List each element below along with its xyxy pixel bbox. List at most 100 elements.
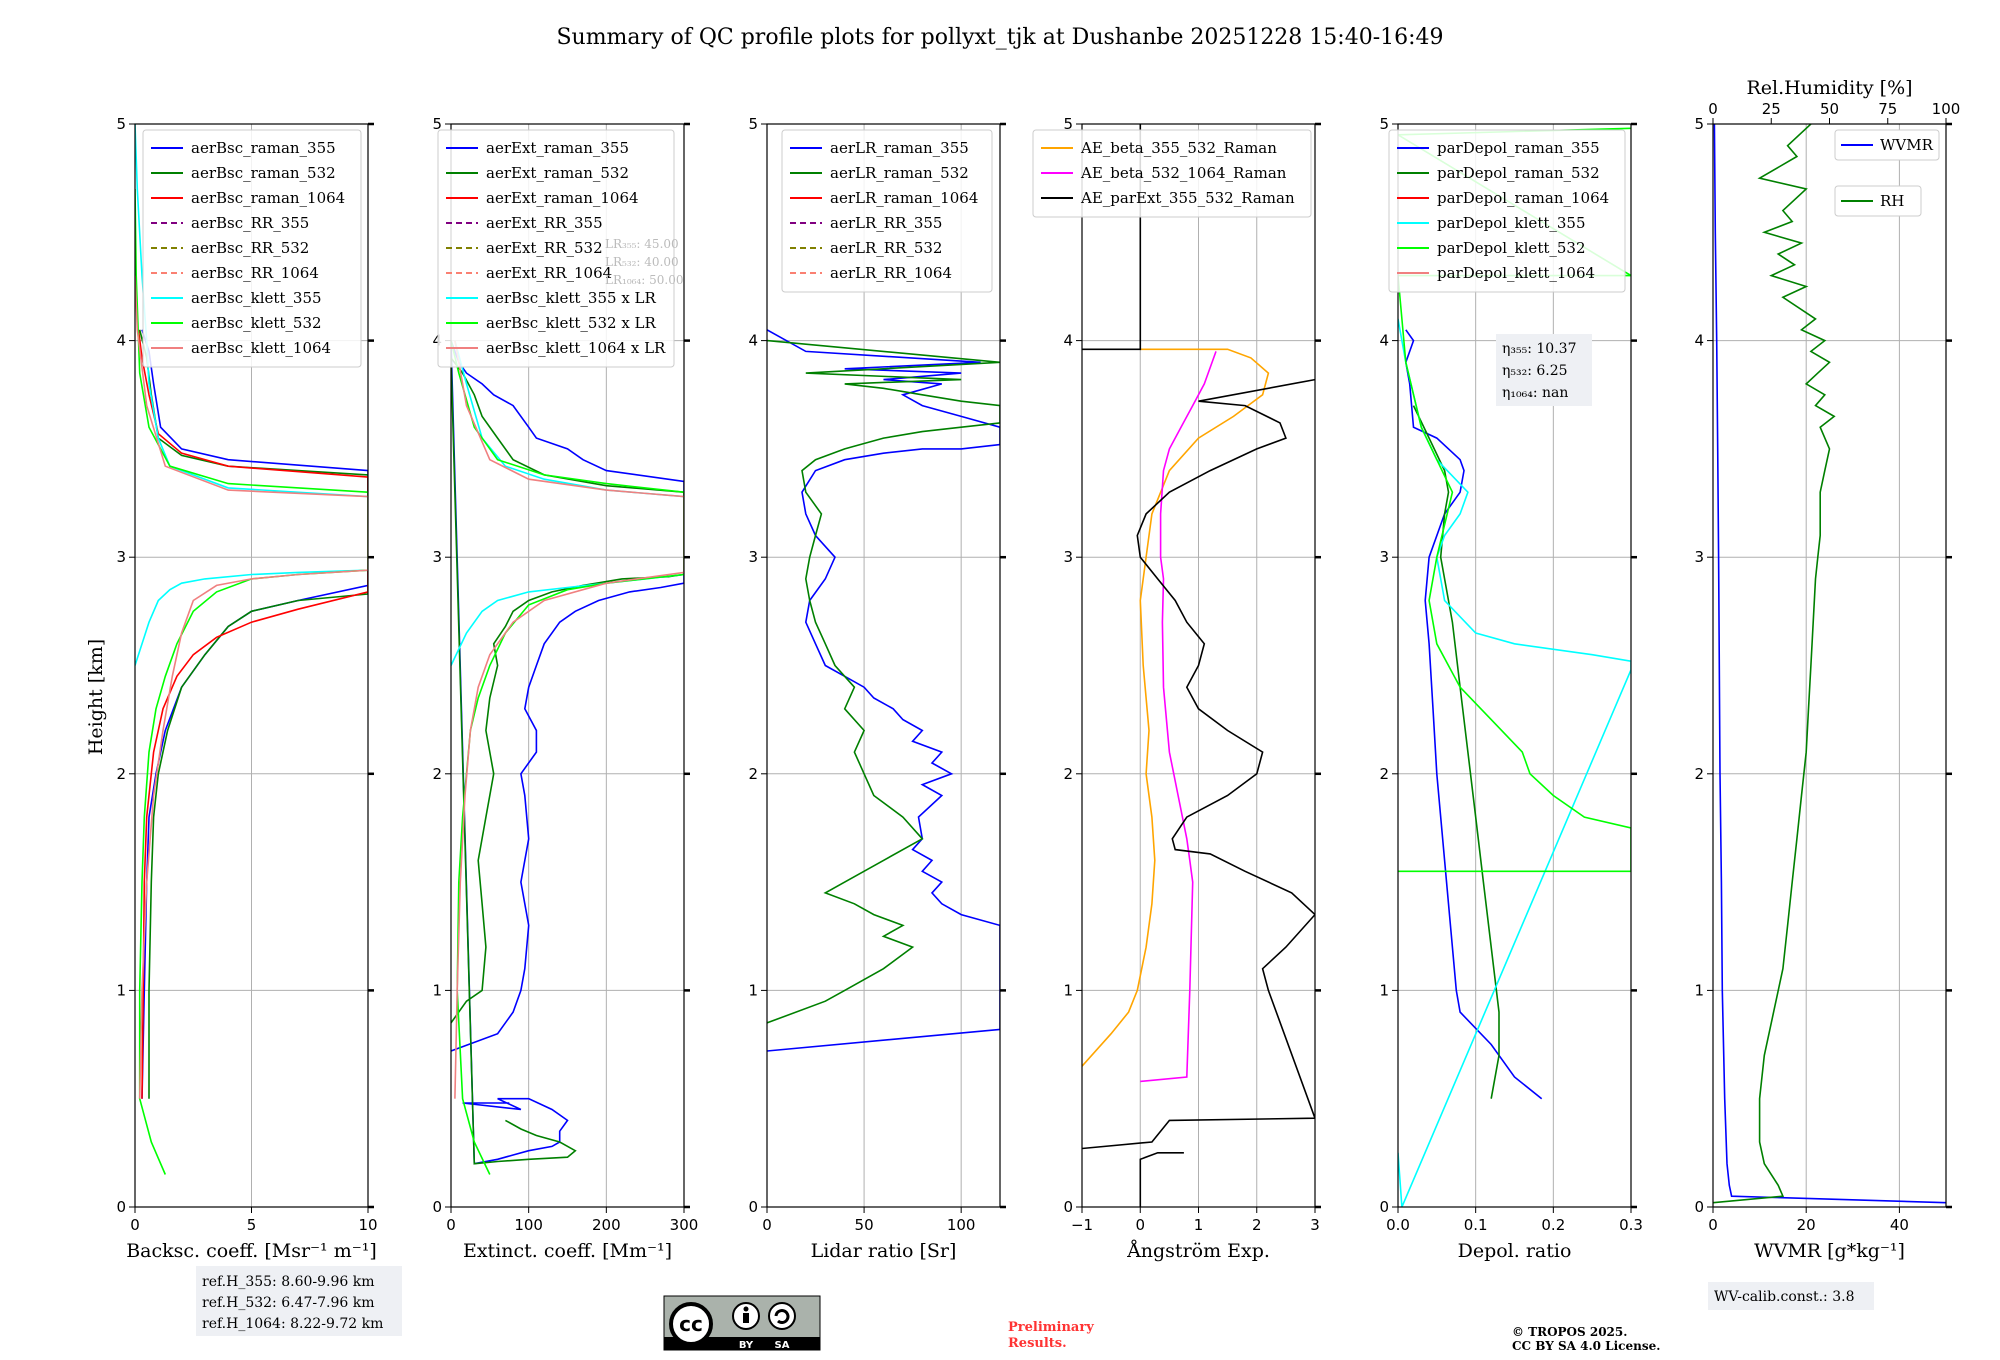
legend-label: aerExt_raman_355 bbox=[486, 139, 629, 157]
axes-frame bbox=[1397, 123, 1632, 1208]
x-axis-label: WVMR [g*kg⁻¹] bbox=[1754, 1240, 1905, 1262]
legend-label: aerBsc_klett_355 bbox=[191, 289, 322, 307]
preliminary-line-1: Preliminary bbox=[1008, 1320, 1094, 1335]
legend-frame bbox=[1834, 129, 1940, 161]
series-AE_beta_355_532_Raman bbox=[1082, 348, 1270, 1067]
ref-height-1064: ref.H_1064: 8.22-9.72 km bbox=[202, 1316, 383, 1332]
copyright-line-1: © TROPOS 2025. bbox=[1512, 1325, 1627, 1339]
y-tick-label: 1 bbox=[748, 981, 758, 999]
y-tick-label: 3 bbox=[748, 548, 758, 566]
y-tick-label: 4 bbox=[748, 332, 758, 350]
y-tick-label: 1 bbox=[116, 981, 126, 999]
series-parDepol_klett_532 bbox=[1398, 127, 1631, 873]
y-tick-label: 3 bbox=[1694, 548, 1704, 566]
legend-label: aerBsc_klett_1064 bbox=[191, 339, 331, 357]
x2-tick-label: 0 bbox=[1708, 100, 1718, 118]
y-tick-label: 4 bbox=[1379, 332, 1389, 350]
legend-label: aerExt_raman_532 bbox=[486, 164, 629, 182]
series-RH bbox=[1713, 124, 1836, 1204]
legend-label: aerBsc_raman_355 bbox=[191, 139, 336, 157]
legend-label: aerBsc_RR_1064 bbox=[191, 264, 319, 282]
y-tick-label: 5 bbox=[1694, 115, 1704, 133]
panel-depolarization: 0.0 0.1 0.2 0.3 0 1 2 3 4 5 Depol. ratio parDepol_r… bbox=[1379, 115, 1642, 1262]
legend: aerExt_raman_355 aerExt_raman_532 aerExt_r… bbox=[437, 129, 675, 368]
axes-frame bbox=[450, 123, 685, 1208]
legend-label: AE_beta_532_1064_Raman bbox=[1080, 164, 1287, 182]
legend-label: aerLR_raman_532 bbox=[830, 164, 969, 182]
ref-heights-box: ref.H_355: 8.60-9.96 km ref.H_532: 6.47-… bbox=[196, 1266, 402, 1336]
eta-label: η₅₃₂: 6.25 bbox=[1502, 363, 1568, 379]
y-tick-label: 0 bbox=[1063, 1198, 1073, 1216]
x-tick-label: 0.2 bbox=[1541, 1216, 1565, 1234]
x-tick-label: 0.1 bbox=[1464, 1216, 1488, 1234]
cc-mark: cc bbox=[679, 1312, 703, 1336]
x-tick-label: 5 bbox=[247, 1216, 257, 1234]
legend-label: aerBsc_raman_532 bbox=[191, 164, 336, 182]
legend-wvmr: WVMR bbox=[1834, 129, 1940, 161]
legend-label: parDepol_klett_532 bbox=[1437, 239, 1586, 257]
eta-label: η₃₅₅: 10.37 bbox=[1502, 341, 1576, 357]
legend: aerBsc_raman_355 aerBsc_raman_532 aerBsc_r… bbox=[142, 129, 362, 368]
legend-label: aerLR_raman_355 bbox=[830, 139, 969, 157]
series-AE_parExt_355_532_Raman bbox=[1082, 378, 1315, 1150]
x2-tick-label: 75 bbox=[1878, 100, 1897, 118]
axes-frame bbox=[766, 123, 1001, 1208]
legend-frame bbox=[437, 129, 675, 368]
x-tick-label: 3 bbox=[1310, 1216, 1320, 1234]
x-axis-label: Depol. ratio bbox=[1458, 1240, 1572, 1262]
y-tick-label: 0 bbox=[1379, 1198, 1389, 1216]
x-tick-label: 100 bbox=[514, 1216, 543, 1234]
x-tick-label: 0.0 bbox=[1386, 1216, 1410, 1234]
x-tick-label: 0.3 bbox=[1619, 1216, 1643, 1234]
cc-license-badge: cc BY SA bbox=[663, 1295, 821, 1351]
x-axis-label: Ångström Exp. bbox=[1126, 1240, 1270, 1262]
series-aerBsc_raman_355 bbox=[141, 329, 368, 1099]
copyright-line-2: CC BY SA 4.0 License. bbox=[1512, 1339, 1660, 1353]
y-tick-label: 5 bbox=[432, 115, 442, 133]
y-tick-label: 2 bbox=[1063, 765, 1073, 783]
legend-label: aerExt_RR_532 bbox=[486, 239, 603, 257]
y-tick-label: 0 bbox=[432, 1198, 442, 1216]
legend-label: parDepol_raman_532 bbox=[1437, 164, 1600, 182]
series-group bbox=[1713, 124, 1946, 1204]
legend-frame bbox=[142, 129, 362, 368]
series-aerLR_raman_532 bbox=[767, 339, 1000, 1024]
cc-circle-icon bbox=[669, 1302, 713, 1346]
series-AE_parExt_low bbox=[1139, 1152, 1184, 1207]
legend-label: aerBsc_RR_532 bbox=[191, 239, 309, 257]
panel-extinction: 0 100 200 300 0 1 2 3 4 5 Extinct. coeff. [Mm⁻¹] ae… bbox=[432, 115, 698, 1262]
y-tick-label: 0 bbox=[116, 1198, 126, 1216]
series-group bbox=[1082, 124, 1315, 1207]
y-tick-label: 2 bbox=[116, 765, 126, 783]
panel-backscatter: 0 5 10 0 1 2 3 4 5 Backsc. coeff. [Msr⁻¹ m⁻¹] aerB… bbox=[116, 115, 377, 1262]
y-tick-label: 4 bbox=[1694, 332, 1704, 350]
legend-label: aerBsc_RR_355 bbox=[191, 214, 309, 232]
legend: AE_beta_355_532_Raman AE_beta_532_1064_Ra… bbox=[1032, 129, 1312, 218]
by-person-head bbox=[743, 1306, 749, 1312]
x-tick-label: 300 bbox=[670, 1216, 699, 1234]
legend: parDepol_raman_355 parDepol_raman_532 parD… bbox=[1388, 129, 1626, 293]
by-text: BY bbox=[739, 1340, 754, 1351]
panel-lidar-ratio: 0 50 100 0 1 2 3 4 5 Lidar ratio [Sr] aerLR_raman_… bbox=[748, 115, 1006, 1262]
legend-label: aerBsc_klett_532 x LR bbox=[486, 314, 657, 332]
axes-frame bbox=[1712, 123, 1947, 1208]
series-WVMR bbox=[1713, 124, 1946, 1204]
x2-tick-label: 25 bbox=[1762, 100, 1781, 118]
x-tick-label: 10 bbox=[358, 1216, 377, 1234]
x2-axis-label: Rel.Humidity [%] bbox=[1746, 77, 1912, 99]
legend-label: aerBsc_klett_532 bbox=[191, 314, 322, 332]
x-tick-label: 0 bbox=[1708, 1216, 1718, 1234]
legend-label: WVMR bbox=[1880, 136, 1934, 154]
series-AE_beta_532_1064_Raman bbox=[1140, 351, 1217, 1083]
y-tick-label: 5 bbox=[116, 115, 126, 133]
legend-label: aerLR_RR_1064 bbox=[830, 264, 952, 282]
y-tick-label: 3 bbox=[116, 548, 126, 566]
legend-frame bbox=[1032, 129, 1312, 218]
y-tick-label: 1 bbox=[1063, 981, 1073, 999]
series-parDepol_raman_355 bbox=[1404, 329, 1543, 1100]
y-tick-label: 4 bbox=[116, 332, 126, 350]
y-tick-label: 3 bbox=[1379, 548, 1389, 566]
legend-rh: RH bbox=[1834, 185, 1922, 217]
series-aerBsc_raman_532 bbox=[138, 329, 368, 1099]
